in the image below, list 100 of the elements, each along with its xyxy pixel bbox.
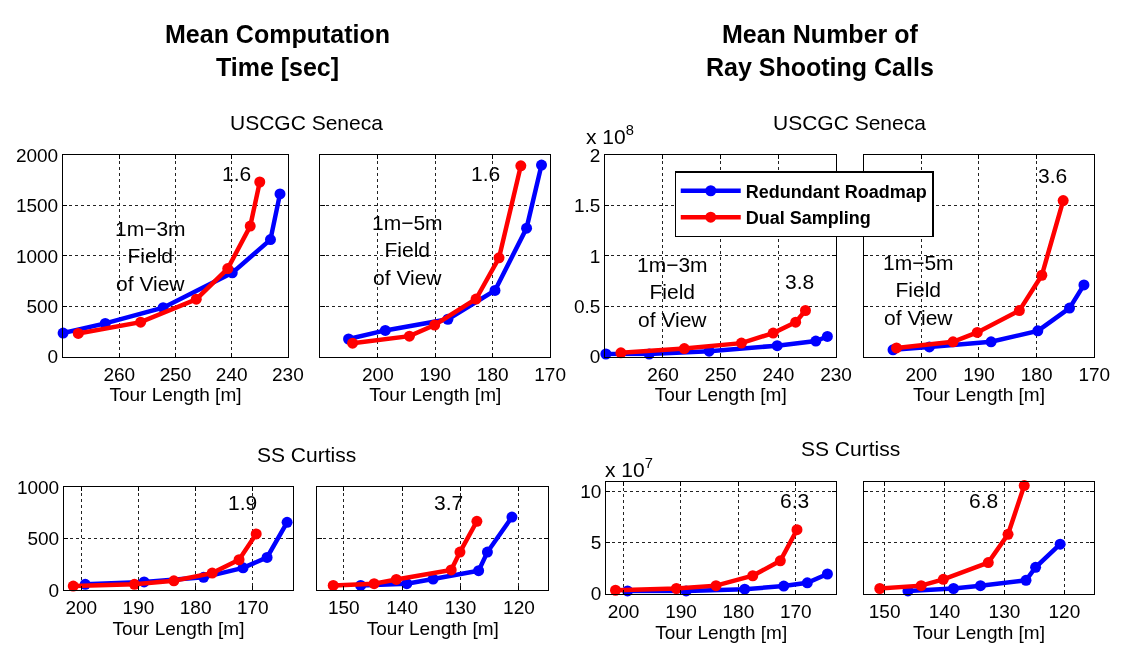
point — [801, 577, 813, 589]
point — [821, 568, 833, 580]
y-tick-label: 0 — [47, 346, 59, 368]
point — [429, 319, 441, 331]
x-tick-label: 120 — [503, 596, 535, 618]
point — [222, 263, 234, 275]
x-tick-label: 200 — [905, 363, 938, 385]
point — [821, 330, 833, 342]
x-tick-label: 180 — [179, 596, 212, 618]
point — [790, 316, 802, 328]
annotation: 1m−3m Field of View — [637, 253, 708, 331]
point — [610, 584, 622, 596]
point — [233, 554, 245, 566]
point — [1020, 574, 1032, 586]
point — [254, 176, 266, 188]
point — [471, 515, 483, 527]
point — [327, 579, 339, 591]
point — [274, 188, 286, 200]
point — [493, 252, 505, 264]
point — [799, 305, 811, 316]
point — [445, 564, 457, 576]
x-tick-label: 130 — [444, 596, 477, 618]
x-tick-label: 240 — [762, 363, 795, 385]
text: x 10$^{7}$ — [605, 455, 653, 481]
y-tick-label: 1000 — [15, 245, 59, 267]
x-axis-title: Tour Length [m] — [655, 621, 788, 643]
x-tick-label: 200 — [361, 363, 394, 385]
y-tick-label: 500 — [26, 295, 59, 317]
point — [982, 557, 994, 569]
x-tick-label: 260 — [647, 363, 679, 385]
x-axis-title: Tour Length [m] — [654, 384, 787, 406]
point — [1036, 269, 1048, 281]
x-tick-label: 250 — [159, 363, 192, 385]
x-tick-label: 190 — [419, 363, 452, 385]
point — [974, 580, 986, 592]
point — [1002, 528, 1014, 540]
y-tick-label: 1500 — [15, 195, 59, 217]
point — [470, 293, 482, 305]
point — [778, 580, 790, 592]
x-tick-label: 170 — [779, 600, 812, 622]
chart-subtitle: SS Curtiss — [801, 437, 901, 460]
point — [536, 159, 548, 171]
annotation: 3.6 — [1038, 164, 1068, 187]
y-tick-label: 1 — [589, 245, 601, 267]
y-tick-label: 5 — [590, 532, 602, 554]
annotation: 3.8 — [785, 270, 815, 293]
point — [791, 524, 803, 536]
point — [678, 343, 690, 355]
point — [281, 516, 293, 528]
point — [489, 284, 501, 296]
point — [747, 570, 759, 582]
point — [135, 316, 147, 328]
point — [244, 220, 256, 232]
x-tick-label: 260 — [103, 363, 136, 385]
x-axis-title: Tour Length [m] — [912, 384, 1045, 406]
point — [1078, 279, 1090, 291]
point — [774, 555, 786, 567]
x-tick-label: 250 — [704, 363, 737, 385]
x-axis-title: Tour Length [m] — [912, 621, 1045, 643]
x-tick-label: 150 — [327, 596, 360, 618]
x-tick-label: 180 — [722, 600, 755, 622]
point — [874, 583, 886, 594]
point — [368, 578, 380, 590]
x-tick-label: 170 — [236, 596, 269, 618]
x-tick-label: 230 — [272, 363, 304, 385]
point — [72, 327, 84, 339]
point — [1057, 195, 1069, 207]
point — [767, 327, 779, 339]
point — [1013, 305, 1025, 317]
y-tick-label: 500 — [27, 528, 60, 550]
x-tick-label: 170 — [534, 363, 566, 385]
point — [710, 580, 722, 592]
point — [190, 293, 202, 305]
x-tick-label: 180 — [476, 363, 509, 385]
x-tick-label: 120 — [1048, 600, 1081, 622]
point — [771, 340, 783, 352]
chart-title: Mean Computation Time [sec] — [165, 20, 390, 81]
x-axis-title: Tour Length [m] — [369, 384, 502, 406]
point — [948, 583, 960, 594]
x-axis-title: Tour Length [m] — [366, 617, 499, 639]
x-axis-title: Tour Length [m] — [112, 617, 245, 639]
x-tick-label: 170 — [1078, 363, 1111, 385]
legend-label: Dual Sampling — [745, 208, 871, 229]
y-tick-label: 10 — [580, 481, 602, 503]
x-tick-label: 190 — [665, 600, 697, 622]
x-tick-label: 140 — [386, 596, 418, 618]
point — [515, 160, 527, 172]
legend-label: Redundant Roadmap — [745, 181, 927, 202]
y-tick-label: 1.5 — [574, 195, 601, 217]
point — [1032, 325, 1044, 337]
chart-title: Mean Number of Ray Shooting Calls — [706, 20, 934, 81]
point — [390, 573, 402, 585]
y-tick-label: 0 — [48, 579, 60, 601]
point — [347, 337, 359, 349]
annotation: 3.7 — [434, 491, 464, 514]
y-tick-label: 1000 — [16, 476, 60, 498]
annotation: 1.9 — [228, 491, 258, 514]
y-tick-label: 0.5 — [574, 295, 601, 317]
point — [739, 583, 751, 595]
point — [1030, 561, 1042, 573]
